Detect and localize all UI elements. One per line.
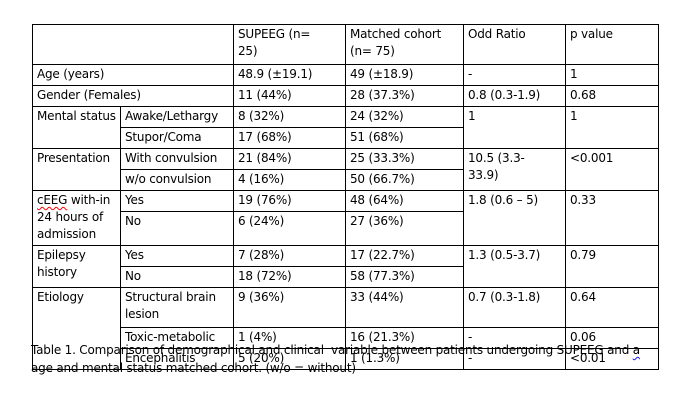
presentation-label: Presentation — [32, 148, 121, 191]
gender-p-value: 0.68 — [565, 85, 659, 107]
etiology-encephalitis-cohort-value: 1 (1.3%) — [345, 348, 464, 370]
etiology-label: Etiology — [32, 287, 121, 370]
etiology-toxic-supeeg-value: 1 (4%) — [233, 327, 346, 349]
row-etiology-structural: Etiology Structural brain lesion 9 (36%)… — [32, 287, 659, 370]
row-mental-awake: Mental status Awake/Lethargy 8 (32%) 24 … — [32, 106, 659, 149]
presentation-wo-label: w/o convulsion — [120, 169, 234, 191]
row-presentation-without: w/o convulsion 4 (16%) 50 (66.7%) — [33, 169, 659, 191]
presentation-with-cohort-value: 25 (33.3%) — [345, 148, 464, 170]
gender-cohort-value: 28 (37.3%) — [345, 85, 464, 107]
row-ceeg-no: No 6 (24%) 27 (36%) — [33, 211, 659, 246]
epilepsy-yes-label: Yes — [120, 245, 234, 267]
gender-supeeg-value: 11 (44%) — [233, 85, 346, 107]
mental-status-label: Mental status — [32, 106, 121, 149]
presentation-with-supeeg-value: 21 (84%) — [233, 148, 346, 170]
epilepsy-no-cohort-value: 58 (77.3%) — [345, 266, 464, 288]
ceeg-p-value: 0.33 — [565, 190, 659, 246]
etiology-toxic-p-value: 0.06 — [565, 327, 659, 349]
epilepsy-yes-supeeg-value: 7 (28%) — [233, 245, 346, 267]
row-gender: Gender (Females) 11 (44%) 28 (37.3%) 0.8… — [32, 85, 659, 107]
age-supeeg-value: 48.9 (±19.1) — [233, 64, 346, 86]
etiology-toxic-cohort-value: 16 (21.3%) — [345, 327, 464, 349]
epilepsy-odd-ratio: 1.3 (0.5-3.7) — [463, 245, 566, 288]
mental-awake-cohort-value: 24 (32%) — [345, 106, 464, 128]
ceeg-label-rest: with-in 24 hours of admission — [37, 193, 111, 241]
header-odd-ratio: Odd Ratio — [463, 24, 566, 65]
presentation-wo-cohort-value: 50 (66.7%) — [345, 169, 464, 191]
etiology-structural-cohort-value: 33 (44%) — [345, 287, 464, 328]
mental-awake-supeeg-value: 8 (32%) — [233, 106, 346, 128]
mental-stupor-supeeg-value: 17 (68%) — [233, 127, 346, 149]
mental-p-value: 1 — [565, 106, 659, 149]
presentation-with-label: With convulsion — [120, 148, 234, 170]
mental-stupor-label: Stupor/Coma — [120, 127, 234, 149]
row-presentation-with: Presentation With convulsion 21 (84%) 25… — [32, 148, 659, 191]
ceeg-no-cohort-value: 27 (36%) — [345, 211, 464, 246]
etiology-encephalitis-supeeg-value: 5 (20%) — [233, 348, 346, 370]
etiology-structural-label: Structural brain lesion — [120, 287, 234, 328]
ceeg-odd-ratio: 1.8 (0.6 – 5) — [463, 190, 566, 246]
header-empty-cell — [32, 24, 234, 65]
row-etiology-toxic: Toxic-metabolic 1 (4%) 16 (21.3%) - 0.06 — [33, 327, 659, 349]
caption-line-1-text: Table 1. Comparison of demographical and… — [31, 343, 633, 357]
etiology-structural-odd-ratio: 0.7 (0.3-1.8) — [463, 287, 566, 328]
ceeg-yes-label: Yes — [120, 190, 234, 212]
epilepsy-no-supeeg-value: 18 (72%) — [233, 266, 346, 288]
ceeg-yes-supeeg-value: 19 (76%) — [233, 190, 346, 212]
header-supeeg: SUPEEG (n= 25) — [233, 24, 346, 65]
etiology-structural-supeeg-value: 9 (36%) — [233, 287, 346, 328]
etiology-structural-p-value: 0.64 — [565, 287, 659, 328]
epilepsy-no-label: No — [120, 266, 234, 288]
header-p-value: p value — [565, 24, 659, 65]
row-etiology-encephalitis: Encephalitis 5 (20%) 1 (1.3%) - <0.01 — [33, 348, 659, 370]
row-ceeg-yes: cEEG with-in 24 hours of admission Yes 1… — [32, 190, 659, 246]
caption-line-1: Table 1. Comparison of demographical and… — [31, 341, 640, 359]
etiology-encephalitis-label: Encephalitis — [120, 348, 234, 370]
presentation-odd-ratio: 10.5 (3.3- 33.9) — [463, 148, 566, 191]
row-age: Age (years) 48.9 (±19.1) 49 (±18.9) - 1 — [32, 64, 659, 86]
caption-line-2: age and mental status matched cohort. (w… — [31, 361, 356, 375]
gender-odd-ratio: 0.8 (0.3-1.9) — [463, 85, 566, 107]
presentation-wo-supeeg-value: 4 (16%) — [233, 169, 346, 191]
mental-odd-ratio: 1 — [463, 106, 566, 149]
epilepsy-p-value: 0.79 — [565, 245, 659, 288]
mental-stupor-cohort-value: 51 (68%) — [345, 127, 464, 149]
age-label: Age (years) — [32, 64, 234, 86]
row-epilepsy-yes: Epilepsy history Yes 7 (28%) 17 (22.7%) … — [32, 245, 659, 288]
age-odd-ratio: - — [463, 64, 566, 86]
age-cohort-value: 49 (±18.9) — [345, 64, 464, 86]
ceeg-yes-cohort-value: 48 (64%) — [345, 190, 464, 212]
ceeg-no-label: No — [120, 211, 234, 246]
ceeg-no-supeeg-value: 6 (24%) — [233, 211, 346, 246]
gender-label: Gender (Females) — [32, 85, 234, 107]
epilepsy-yes-cohort-value: 17 (22.7%) — [345, 245, 464, 267]
etiology-toxic-label: Toxic-metabolic — [120, 327, 234, 349]
comparison-table: SUPEEG (n= 25) Matched cohort (n= 75) Od… — [32, 24, 659, 370]
presentation-p-value: <0.001 — [565, 148, 659, 191]
epilepsy-label: Epilepsy history — [32, 245, 121, 288]
table-header-row: SUPEEG (n= 25) Matched cohort (n= 75) Od… — [32, 24, 659, 65]
row-epilepsy-no: No 18 (72%) 58 (77.3%) — [33, 266, 659, 288]
table-caption: Table 1. Comparison of demographical and… — [31, 341, 640, 377]
mental-awake-label: Awake/Lethargy — [120, 106, 234, 128]
ceeg-label: cEEG with-in 24 hours of admission — [32, 190, 121, 246]
caption-grammar-flagged-word: a — [632, 343, 640, 357]
etiology-encephalitis-p-value: <0.01 — [565, 348, 659, 370]
header-matched-cohort: Matched cohort (n= 75) — [345, 24, 464, 65]
ceeg-misspelled-term: cEEG — [37, 193, 68, 207]
age-p-value: 1 — [565, 64, 659, 86]
